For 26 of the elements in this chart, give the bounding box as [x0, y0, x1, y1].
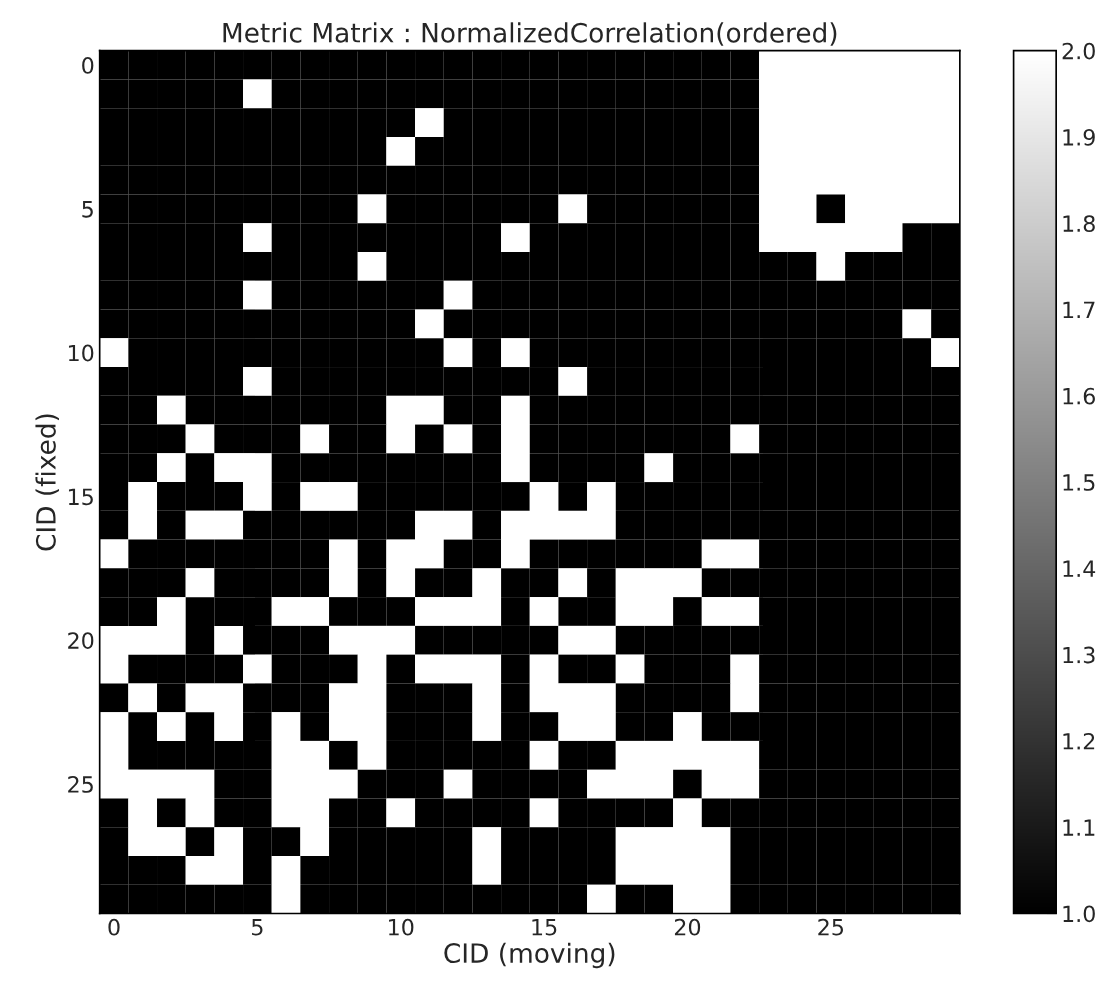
x-tick-label: 0: [108, 918, 120, 936]
x-tick-label: 20: [674, 918, 701, 936]
color-bar-label: 1.6: [1063, 387, 1095, 405]
y-tick-label: 25: [68, 776, 93, 793]
x-tick-label: 10: [389, 918, 414, 936]
color-bar-label: 1.4: [1063, 560, 1096, 577]
y-tick-label: 0: [82, 57, 94, 74]
x-tick-label: 5: [252, 919, 263, 936]
x-tick-label: 25: [818, 918, 844, 936]
color-bar-label: 1.9: [1063, 128, 1095, 146]
chart-title: Metric Matrix : NormalizedCorrelation(ordered): [223, 22, 837, 46]
y-tick-label: 20: [68, 632, 94, 650]
color-bar-label: 1.5: [1063, 474, 1095, 491]
x-axis-title: CID (moving): [444, 942, 615, 969]
y-axis-title: CID (fixed): [35, 414, 59, 551]
y-tick-label: 10: [68, 344, 94, 362]
color-bar-label: 1.8: [1063, 215, 1095, 233]
color-bar-label: 1.7: [1063, 301, 1095, 318]
y-tick-label: 15: [68, 488, 93, 506]
y-tick-label: 5: [82, 201, 93, 218]
x-tick-label: 15: [532, 919, 557, 936]
color-bar-label: 1.2: [1063, 732, 1095, 750]
color-bar-label: 1.3: [1063, 646, 1095, 664]
color-bar-label: 1.1: [1063, 819, 1095, 836]
color-bar-label: 1.0: [1063, 905, 1095, 923]
color-bar-label: 2.0: [1062, 42, 1095, 60]
